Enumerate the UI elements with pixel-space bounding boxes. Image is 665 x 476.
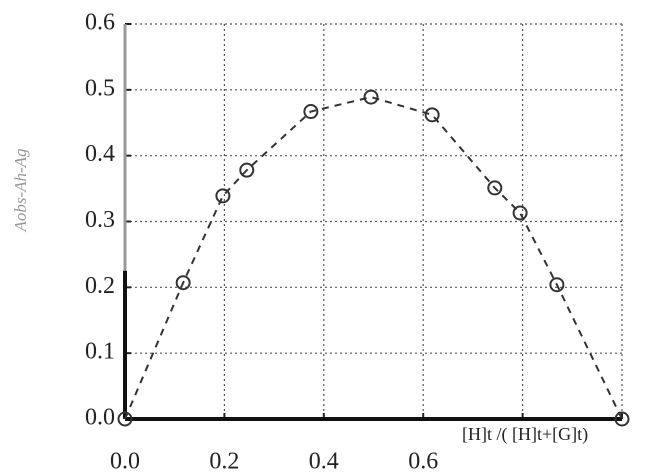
x-tick-label: 0.0 (110, 449, 140, 475)
y-tick-label: 0.0 (85, 405, 115, 431)
data-point (512, 205, 528, 221)
data-point (215, 188, 231, 204)
data-point (424, 107, 440, 123)
data-point (303, 104, 319, 120)
fit-line (124, 96, 623, 420)
y-axis-title: Aobs-Ah-Ag (11, 148, 30, 232)
data-point (487, 180, 503, 196)
data-point (117, 411, 133, 427)
data-point (239, 162, 255, 178)
y-tick-label: 0.6 (85, 10, 115, 36)
data-point (549, 277, 565, 293)
y-tick-label: 0.3 (85, 207, 115, 233)
y-tick-label: 0.5 (85, 75, 115, 101)
x-axis-title: [H]t /( [H]t+[G]t) (462, 424, 588, 445)
data-point (175, 275, 191, 291)
x-tick-label: 0.2 (209, 449, 239, 475)
y-tick-label: 0.2 (85, 273, 115, 299)
y-tick-label: 0.1 (85, 339, 115, 365)
x-tick-label: 0.4 (309, 449, 339, 475)
y-tick-label: 0.4 (85, 141, 115, 167)
data-point (363, 89, 379, 105)
x-tick-label: 0.6 (408, 449, 438, 475)
data-point (614, 411, 630, 427)
